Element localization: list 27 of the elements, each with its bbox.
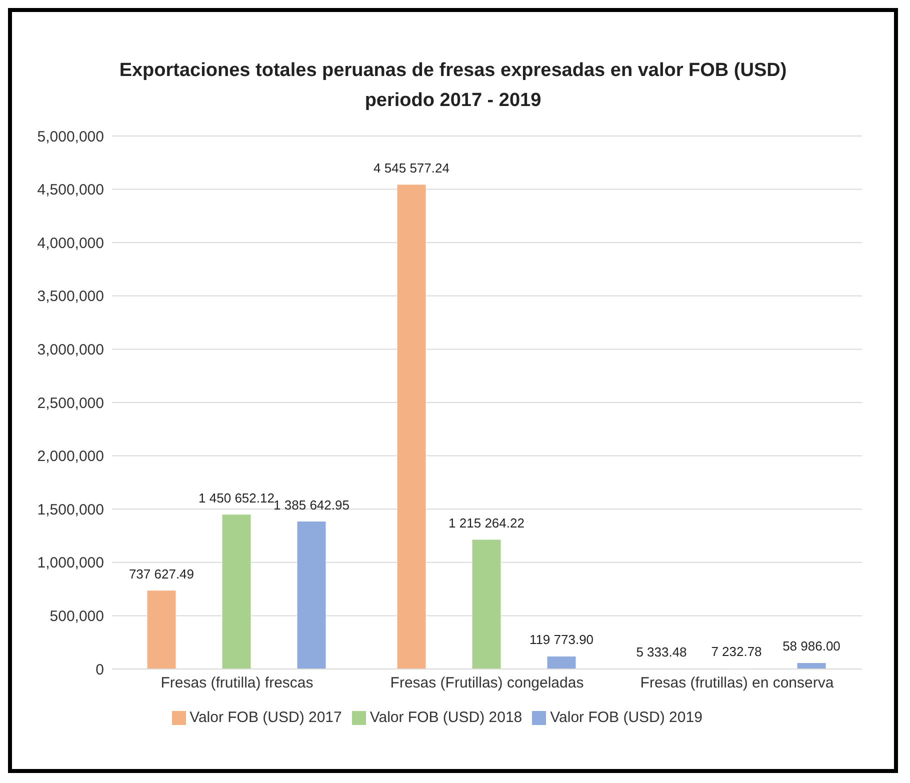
data-label: 119 773.90	[529, 632, 594, 648]
y-tick-label: 0	[96, 661, 104, 678]
data-label: 58 986.00	[782, 638, 840, 654]
x-tick-label: Fresas (frutilla) frescas	[160, 674, 314, 692]
y-tick-label: 1,500,000	[37, 501, 104, 518]
data-label: 1 215 264.22	[448, 515, 524, 530]
y-tick-label: 3,000,000	[37, 342, 104, 359]
legend-label: Valor FOB (USD) 2017	[190, 709, 342, 726]
y-tick-label: 1,000,000	[37, 554, 104, 572]
x-tick-label: Fresas (frutillas) en conserva	[640, 674, 834, 692]
legend-label: Valor FOB (USD) 2018	[370, 709, 522, 726]
x-tick-label: Fresas (Frutillas) congeladas	[390, 674, 584, 692]
y-tick-label: 2,000,000	[37, 448, 104, 466]
data-label: 1 385 642.95	[274, 497, 350, 512]
y-tick-label: 2,500,000	[37, 394, 104, 412]
data-label: 1 450 652.12	[198, 490, 274, 506]
data-label: 737 627.49	[128, 566, 194, 582]
data-label: 5 333.48	[636, 644, 687, 660]
y-tick-label: 4,500,000	[37, 182, 104, 199]
data-label: 7 232.78	[711, 644, 762, 660]
y-tick-label: 3,500,000	[37, 288, 104, 306]
y-tick-label: 500,000	[50, 608, 104, 626]
y-tick-label: 4,000,000	[37, 234, 104, 252]
legend-label: Valor FOB (USD) 2019	[550, 709, 702, 726]
chart-title: Exportaciones totales peruanas de fresas expresadas en valor FOB (USD) periodo 2017 - 2019	[118, 59, 788, 113]
y-tick-label: 5,000,000	[37, 128, 104, 146]
data-label: 4 545 577.24	[374, 160, 450, 176]
